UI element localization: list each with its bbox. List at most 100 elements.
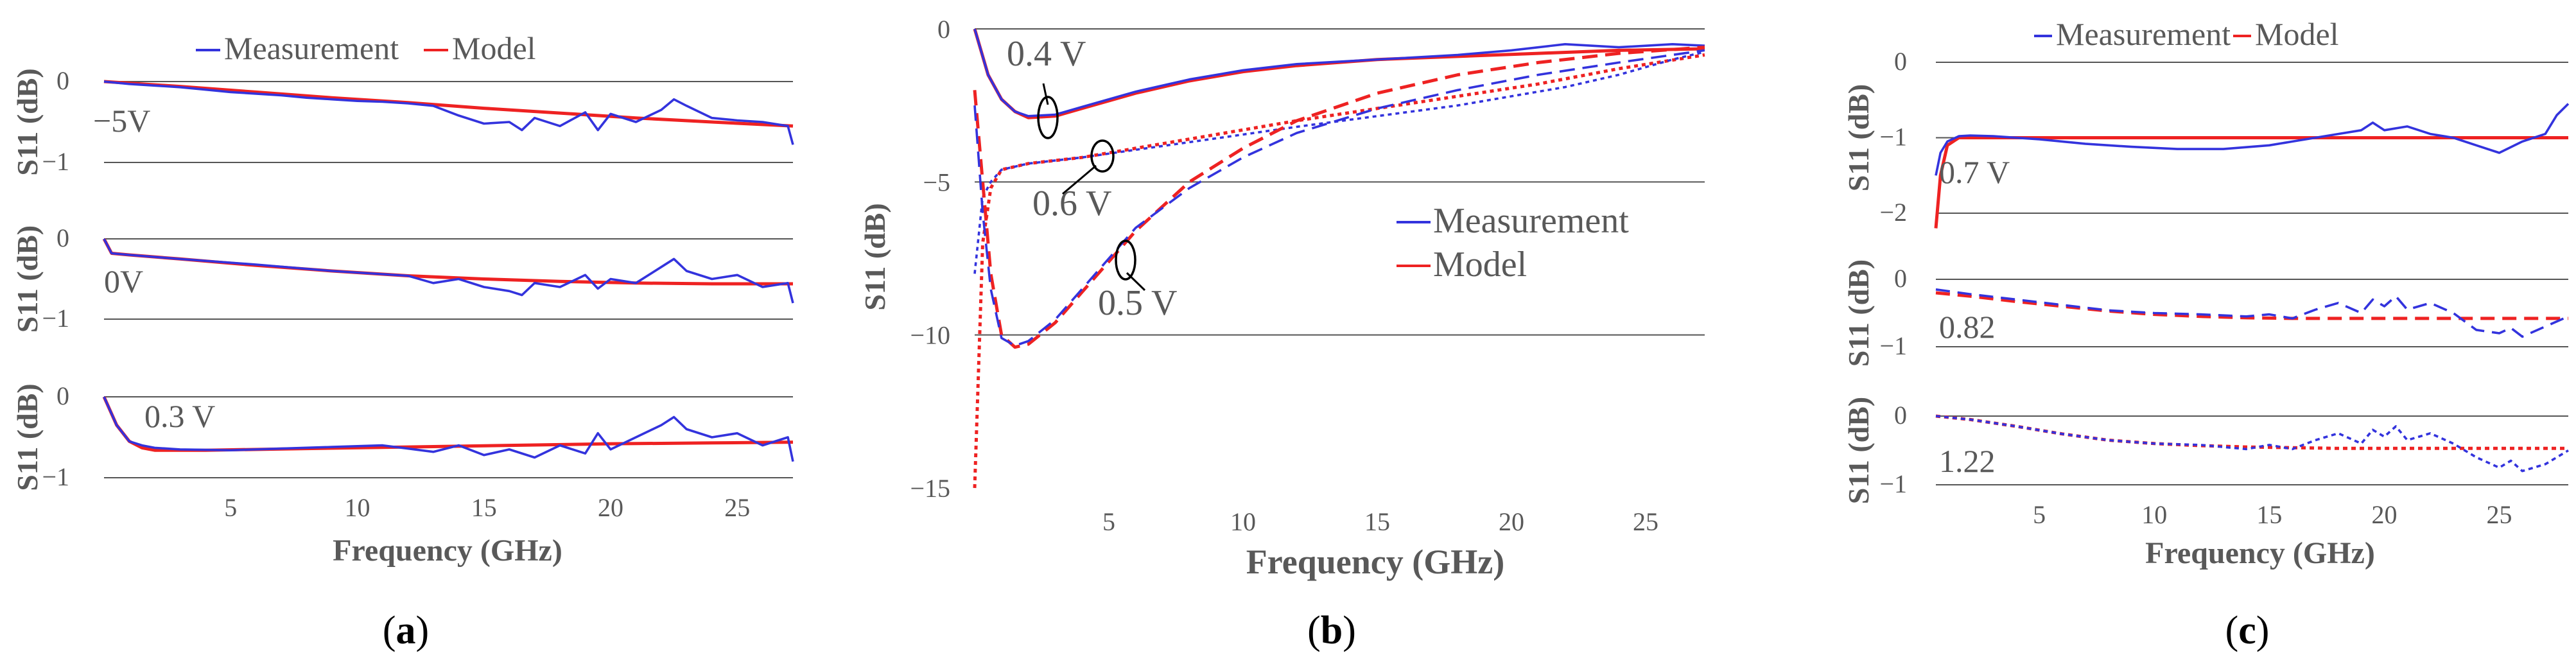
y-tick-label: 0	[57, 66, 69, 95]
series-measurement-0.4-v	[973, 28, 1705, 118]
y-axis-label: S11 (dB)	[1842, 84, 1875, 191]
curve-marker-ellipse	[1115, 240, 1136, 281]
x-tick-label: 25	[2487, 500, 2512, 529]
bias-annotation: 0.7 V	[1939, 154, 2010, 190]
y-tick-label: −1	[42, 304, 69, 333]
x-tick-label: 20	[598, 493, 623, 522]
x-tick-label: 15	[1364, 507, 1390, 536]
x-axis-a: 5 10 15 20 25 Frequency (GHz)	[224, 493, 750, 568]
series-measurement	[103, 80, 794, 145]
panel-label-c-part: (	[2225, 609, 2239, 652]
bias-annotation: −5V	[93, 103, 150, 139]
annotation-leader	[1126, 272, 1146, 292]
y-tick-label: 0	[937, 15, 950, 44]
y-axis-label: S11 (dB)	[11, 383, 44, 491]
y-axis-label: S11 (dB)	[1842, 397, 1875, 504]
plot-b: 0 −5 −10 −15 S11 (dB) 0.4 V 0.6 V 0.5 V	[858, 15, 1705, 503]
y-tick-label: 0	[57, 381, 69, 410]
legend-c: Measurement Model	[2034, 16, 2339, 52]
legend-b: Measurement Model	[1397, 201, 1629, 284]
x-tick-label: 20	[2371, 500, 2397, 529]
x-tick-label: 25	[724, 493, 750, 522]
series-measurement	[1935, 103, 2570, 176]
x-axis-label: Frequency (GHz)	[2145, 536, 2375, 570]
x-tick-label: 15	[2256, 500, 2282, 529]
panel-label-a-part: a	[396, 609, 416, 652]
bias-annotation: 0.6 V	[1032, 184, 1111, 223]
panel-label-a: (a)	[383, 609, 429, 652]
series-model	[1935, 291, 2568, 320]
x-axis-b: 5 10 15 20 25 Frequency (GHz)	[1102, 507, 1658, 581]
x-tick-label: 15	[471, 493, 497, 522]
y-tick-label: 0	[57, 223, 69, 252]
series-model-0.6-v	[973, 53, 1705, 489]
x-axis-label: Frequency (GHz)	[333, 534, 562, 568]
legend-label-model: Model	[452, 30, 536, 66]
annotation-leader	[1042, 83, 1049, 105]
y-axis-label: S11 (dB)	[1842, 259, 1875, 367]
legend-a: Measurement Model	[196, 30, 536, 66]
bias-annotation: 0V	[104, 263, 143, 299]
x-tick-label: 20	[1499, 507, 1524, 536]
legend-label-measurement: Measurement	[1433, 201, 1629, 241]
series-measurement	[103, 238, 794, 304]
series-measurement-0.6-v	[973, 51, 1705, 274]
x-tick-label: 25	[1633, 507, 1658, 536]
y-axis-label: S11 (dB)	[11, 68, 44, 175]
y-tick-label: −1	[1879, 331, 1907, 360]
y-tick-label: −5	[923, 168, 950, 196]
panel-label-b-part: (	[1307, 609, 1321, 652]
y-tick-label: −1	[42, 462, 69, 491]
x-axis-c: 5 10 15 20 25 Frequency (GHz)	[2033, 500, 2512, 570]
x-tick-label: 10	[1230, 507, 1256, 536]
curve-marker-ellipse	[1037, 96, 1059, 139]
legend-label-measurement: Measurement	[224, 30, 399, 66]
series-model	[1934, 136, 2568, 229]
y-tick-label: −1	[1879, 469, 1907, 498]
legend-label-measurement: Measurement	[2056, 16, 2231, 52]
legend-label-model: Model	[2255, 16, 2339, 52]
y-tick-label: 0	[1894, 264, 1907, 293]
y-tick-label: −1	[1879, 123, 1907, 152]
x-tick-label: 5	[1102, 507, 1115, 536]
y-tick-label: 0	[1894, 401, 1907, 430]
panel-label-c: (c)	[2225, 609, 2270, 652]
panel-label-c-part: c	[2238, 609, 2256, 652]
curve-marker-ellipse	[1090, 139, 1115, 173]
series-model	[103, 80, 794, 128]
bias-annotation: 0.4 V	[1007, 34, 1086, 74]
y-tick-label: 0	[1894, 47, 1907, 76]
bias-annotation: 1.22	[1939, 443, 1996, 479]
panel-label-b-part: b	[1321, 609, 1343, 652]
x-tick-label: 5	[224, 493, 237, 522]
y-tick-label: −2	[1879, 198, 1907, 227]
series-measurement	[103, 396, 794, 462]
annotation-leader	[1062, 164, 1097, 195]
panel-label-a-part: (	[383, 609, 396, 652]
series-model	[1935, 414, 2568, 450]
y-axis-label: S11 (dB)	[11, 225, 44, 333]
series-measurement	[1935, 288, 2569, 338]
y-tick-label: −15	[910, 474, 950, 503]
panel-label-b: (b)	[1307, 609, 1356, 652]
panel-label-c-part: )	[2256, 609, 2270, 652]
y-tick-label: −1	[42, 147, 69, 176]
x-tick-label: 10	[2141, 500, 2167, 529]
series-measurement	[1935, 415, 2569, 473]
bias-annotation: 0.3 V	[144, 398, 215, 434]
x-tick-label: 10	[344, 493, 370, 522]
x-axis-label: Frequency (GHz)	[1246, 543, 1504, 581]
bias-annotation: 0.82	[1939, 309, 1996, 345]
legend-label-model: Model	[1433, 245, 1527, 284]
x-tick-label: 5	[2033, 500, 2046, 529]
panel-label-b-part: )	[1343, 609, 1356, 652]
panel-label-a-part: )	[416, 609, 430, 652]
bias-annotation: 0.5 V	[1098, 283, 1177, 323]
y-axis-label: S11 (dB)	[858, 203, 891, 310]
